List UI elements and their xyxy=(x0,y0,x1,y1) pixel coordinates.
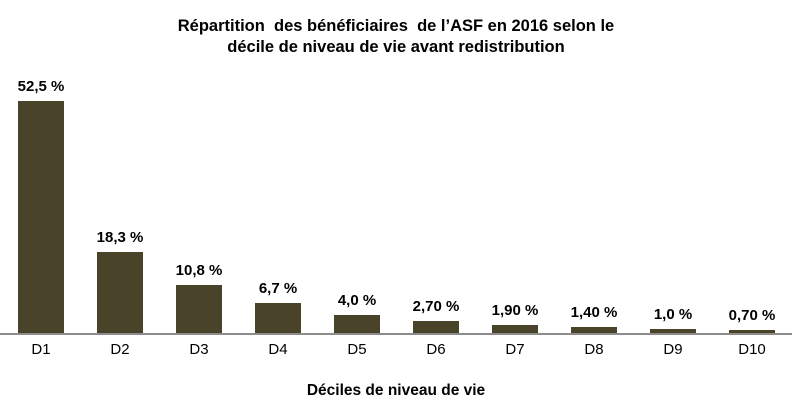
bar-D5 xyxy=(334,315,380,333)
value-label-D4: 6,7 % xyxy=(258,280,298,297)
bar-D7 xyxy=(492,325,538,333)
x-axis-line xyxy=(0,333,792,335)
category-label-D7: D7 xyxy=(505,341,525,358)
bar-D4 xyxy=(255,303,301,333)
category-label-D4: D4 xyxy=(268,341,288,358)
bar-D8 xyxy=(571,327,617,333)
category-label-D3: D3 xyxy=(189,341,209,358)
chart-title: Répartition des bénéficiaires de l’ASF e… xyxy=(177,17,615,56)
category-label-D5: D5 xyxy=(347,341,367,358)
bar-D2 xyxy=(97,252,143,333)
value-label-D2: 18,3 % xyxy=(96,229,144,246)
bar-D3 xyxy=(176,285,222,333)
category-label-D2: D2 xyxy=(110,341,130,358)
value-label-D8: 1,40 % xyxy=(570,304,618,321)
bar-D10 xyxy=(729,330,775,333)
x-axis-title: Déciles de niveau de vie xyxy=(306,382,486,399)
category-label-D1: D1 xyxy=(31,341,51,358)
value-label-D10: 0,70 % xyxy=(728,307,776,324)
category-label-D6: D6 xyxy=(426,341,446,358)
category-label-D9: D9 xyxy=(663,341,683,358)
value-label-D5: 4,0 % xyxy=(337,292,377,309)
value-label-D7: 1,90 % xyxy=(491,302,539,319)
category-label-D8: D8 xyxy=(584,341,604,358)
category-label-D10: D10 xyxy=(738,341,766,358)
bar-D6 xyxy=(413,321,459,333)
bar-D1 xyxy=(18,101,64,333)
bar-D9 xyxy=(650,329,696,333)
value-label-D1: 52,5 % xyxy=(17,78,65,95)
value-label-D9: 1,0 % xyxy=(653,306,693,323)
value-label-D6: 2,70 % xyxy=(412,298,460,315)
value-label-D3: 10,8 % xyxy=(175,262,223,279)
